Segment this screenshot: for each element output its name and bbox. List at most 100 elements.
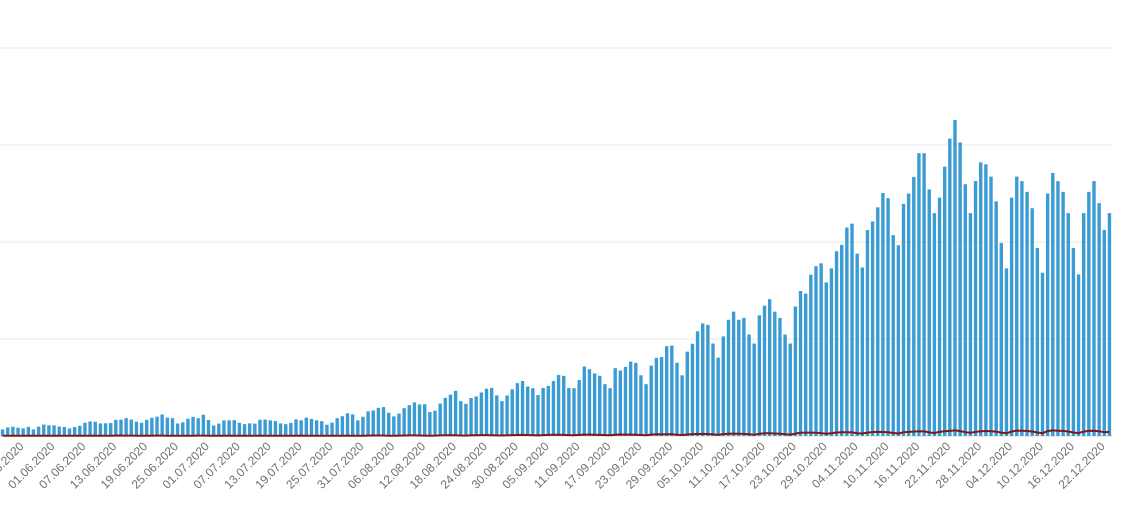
bar [695,331,700,436]
bar [191,416,195,436]
bar [1004,268,1009,436]
bar [536,395,540,436]
bar [376,407,381,436]
bar [726,319,731,436]
bar [278,423,283,436]
bar [515,383,520,436]
bar [78,425,82,436]
bar [1030,208,1034,436]
bar [747,334,751,436]
bar [572,388,576,436]
bar [762,305,767,436]
bar [47,425,51,436]
bar [592,373,597,436]
bar [963,184,967,436]
bar [392,416,396,436]
bar [423,404,427,436]
bar [0,429,5,436]
bar [314,420,319,436]
bar [850,223,854,436]
bar [994,201,998,436]
bar [1015,176,1019,436]
bar [206,420,211,436]
bar [247,423,252,436]
bar [474,396,478,436]
bar [119,419,123,436]
bar [942,166,947,436]
bar [443,397,448,436]
bar [145,419,149,436]
bar [93,421,97,436]
bar [16,427,20,436]
bar [294,419,298,436]
bar [1020,181,1024,436]
bar [52,425,56,436]
bar [356,420,360,436]
bar [1066,213,1070,436]
bar [340,416,345,436]
x-axis-labels: 26.05.202001.06.202007.06.202013.06.2020… [0,439,1108,492]
bar [649,365,653,436]
bar [304,417,309,436]
bar [335,418,339,436]
bar [134,421,139,436]
bar [211,425,216,436]
bar [201,414,206,436]
bar [1051,172,1055,436]
bar [67,428,72,436]
bar [371,410,375,436]
bar [464,403,468,436]
bar [258,419,262,436]
bar [659,357,664,436]
bar [958,142,962,436]
bar [675,362,679,436]
bar [634,362,638,436]
bar [901,203,906,436]
bar [783,334,787,436]
bar [556,375,561,436]
bar [227,420,231,436]
bar [664,346,669,436]
bar [175,423,180,436]
bar [953,119,957,437]
bar [124,418,128,436]
bar [639,375,643,436]
bar [886,198,890,436]
bar [793,306,798,436]
bar [979,162,983,436]
bar [912,176,916,436]
bar [1107,213,1112,436]
bar [98,423,103,436]
bar [716,357,720,436]
bar [598,375,602,436]
bar [453,390,458,436]
bar [479,392,484,436]
bar [62,427,67,436]
bar [242,424,247,436]
bar [299,420,303,436]
bar [999,243,1004,436]
bar [402,408,406,436]
bar [891,235,895,436]
bar [721,336,726,436]
bar [381,407,386,436]
bar [701,323,705,436]
bar [845,227,849,436]
bar [88,421,92,436]
bar [232,420,236,436]
bar [181,422,185,436]
bar [417,404,422,436]
bar [1025,191,1029,436]
bar [937,197,942,436]
bar [57,426,61,436]
bar [114,419,118,436]
bar [803,293,808,436]
bar [984,164,988,436]
bar [829,268,834,436]
bar [484,388,489,436]
bar [495,395,499,436]
bar [773,311,777,436]
bar [613,368,617,436]
bar [932,213,937,436]
bar [217,423,221,436]
